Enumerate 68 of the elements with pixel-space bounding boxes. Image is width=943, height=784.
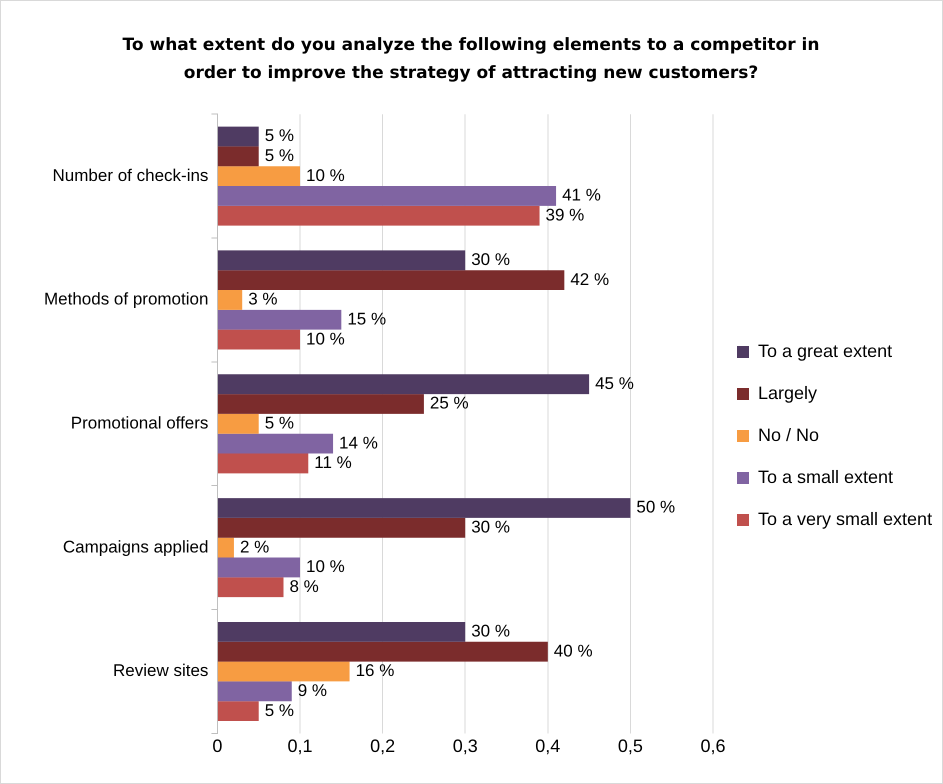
bar [218, 374, 590, 394]
data-label: 15 % [347, 309, 386, 328]
x-tick-label: 0 [212, 736, 222, 756]
bar [218, 414, 259, 434]
data-label: 16 % [356, 661, 394, 680]
bar [218, 126, 259, 146]
bar [218, 622, 466, 642]
bar [218, 250, 466, 270]
bar [218, 270, 564, 290]
bar [218, 206, 540, 226]
y-tick-label: Promotional offers [70, 413, 208, 432]
data-label: 11 % [314, 453, 352, 472]
data-label: 5 % [264, 146, 294, 165]
bar [218, 498, 630, 518]
data-label: 5 % [264, 126, 294, 146]
x-tick-label: 0,5 [618, 736, 643, 756]
data-label: 45 % [595, 374, 634, 393]
bar [218, 434, 334, 454]
data-label: 25 % [430, 394, 469, 413]
bar [218, 186, 556, 206]
data-label: 10 % [306, 166, 345, 185]
bar [218, 538, 234, 558]
data-label: 9 % [298, 680, 328, 700]
data-label: 42 % [570, 270, 610, 289]
data-label: 41 % [562, 186, 601, 205]
bar [218, 454, 308, 474]
x-tick-label: 0,6 [700, 736, 726, 756]
bar [218, 701, 259, 722]
bar [218, 518, 466, 538]
legend-label: Largely [758, 382, 818, 403]
legend-label: To a very small extent [758, 508, 932, 529]
data-label: 30 % [471, 250, 510, 270]
bar [218, 330, 300, 350]
data-label: 10 % [306, 557, 345, 576]
chart-title: To what extent do you analyze the following elements to a competitor in order to improve the strategy of attracting new customers? [122, 34, 820, 85]
data-label: 5 % [264, 413, 294, 432]
legend-label: No / No [758, 424, 820, 445]
bar [218, 290, 242, 310]
data-label: 30 % [471, 622, 510, 641]
data-label: 40 % [554, 641, 593, 660]
data-label: 39 % [546, 205, 584, 224]
bar [218, 394, 424, 414]
y-tick-label: Campaigns applied [62, 537, 208, 556]
legend-label: To a great extent [758, 340, 892, 361]
data-label: 5 % [264, 700, 294, 720]
data-label: 10 % [306, 329, 345, 348]
bar [218, 681, 292, 702]
bar [218, 577, 284, 598]
data-label: 2 % [240, 537, 270, 556]
bar [218, 642, 548, 662]
data-label: 50 % [636, 498, 676, 517]
bar [218, 310, 342, 330]
y-tick-label: Methods of promotion [44, 290, 208, 309]
legend-label: To a small extent [758, 466, 894, 487]
bar [218, 558, 300, 578]
y-tick-label: Number of check-ins [52, 166, 208, 185]
x-tick-label: 0,3 [452, 736, 478, 756]
x-tick-label: 0,1 [288, 736, 313, 756]
bar [218, 146, 259, 166]
x-tick-label: 0,4 [535, 736, 560, 756]
y-tick-label: Review sites [113, 661, 208, 680]
x-tick-label: 0,2 [370, 736, 396, 756]
data-label: 30 % [471, 518, 510, 537]
data-label: 8 % [290, 576, 319, 596]
bar [218, 662, 350, 682]
bar [218, 166, 300, 186]
data-label: 3 % [248, 290, 278, 309]
data-label: 14 % [339, 433, 378, 452]
